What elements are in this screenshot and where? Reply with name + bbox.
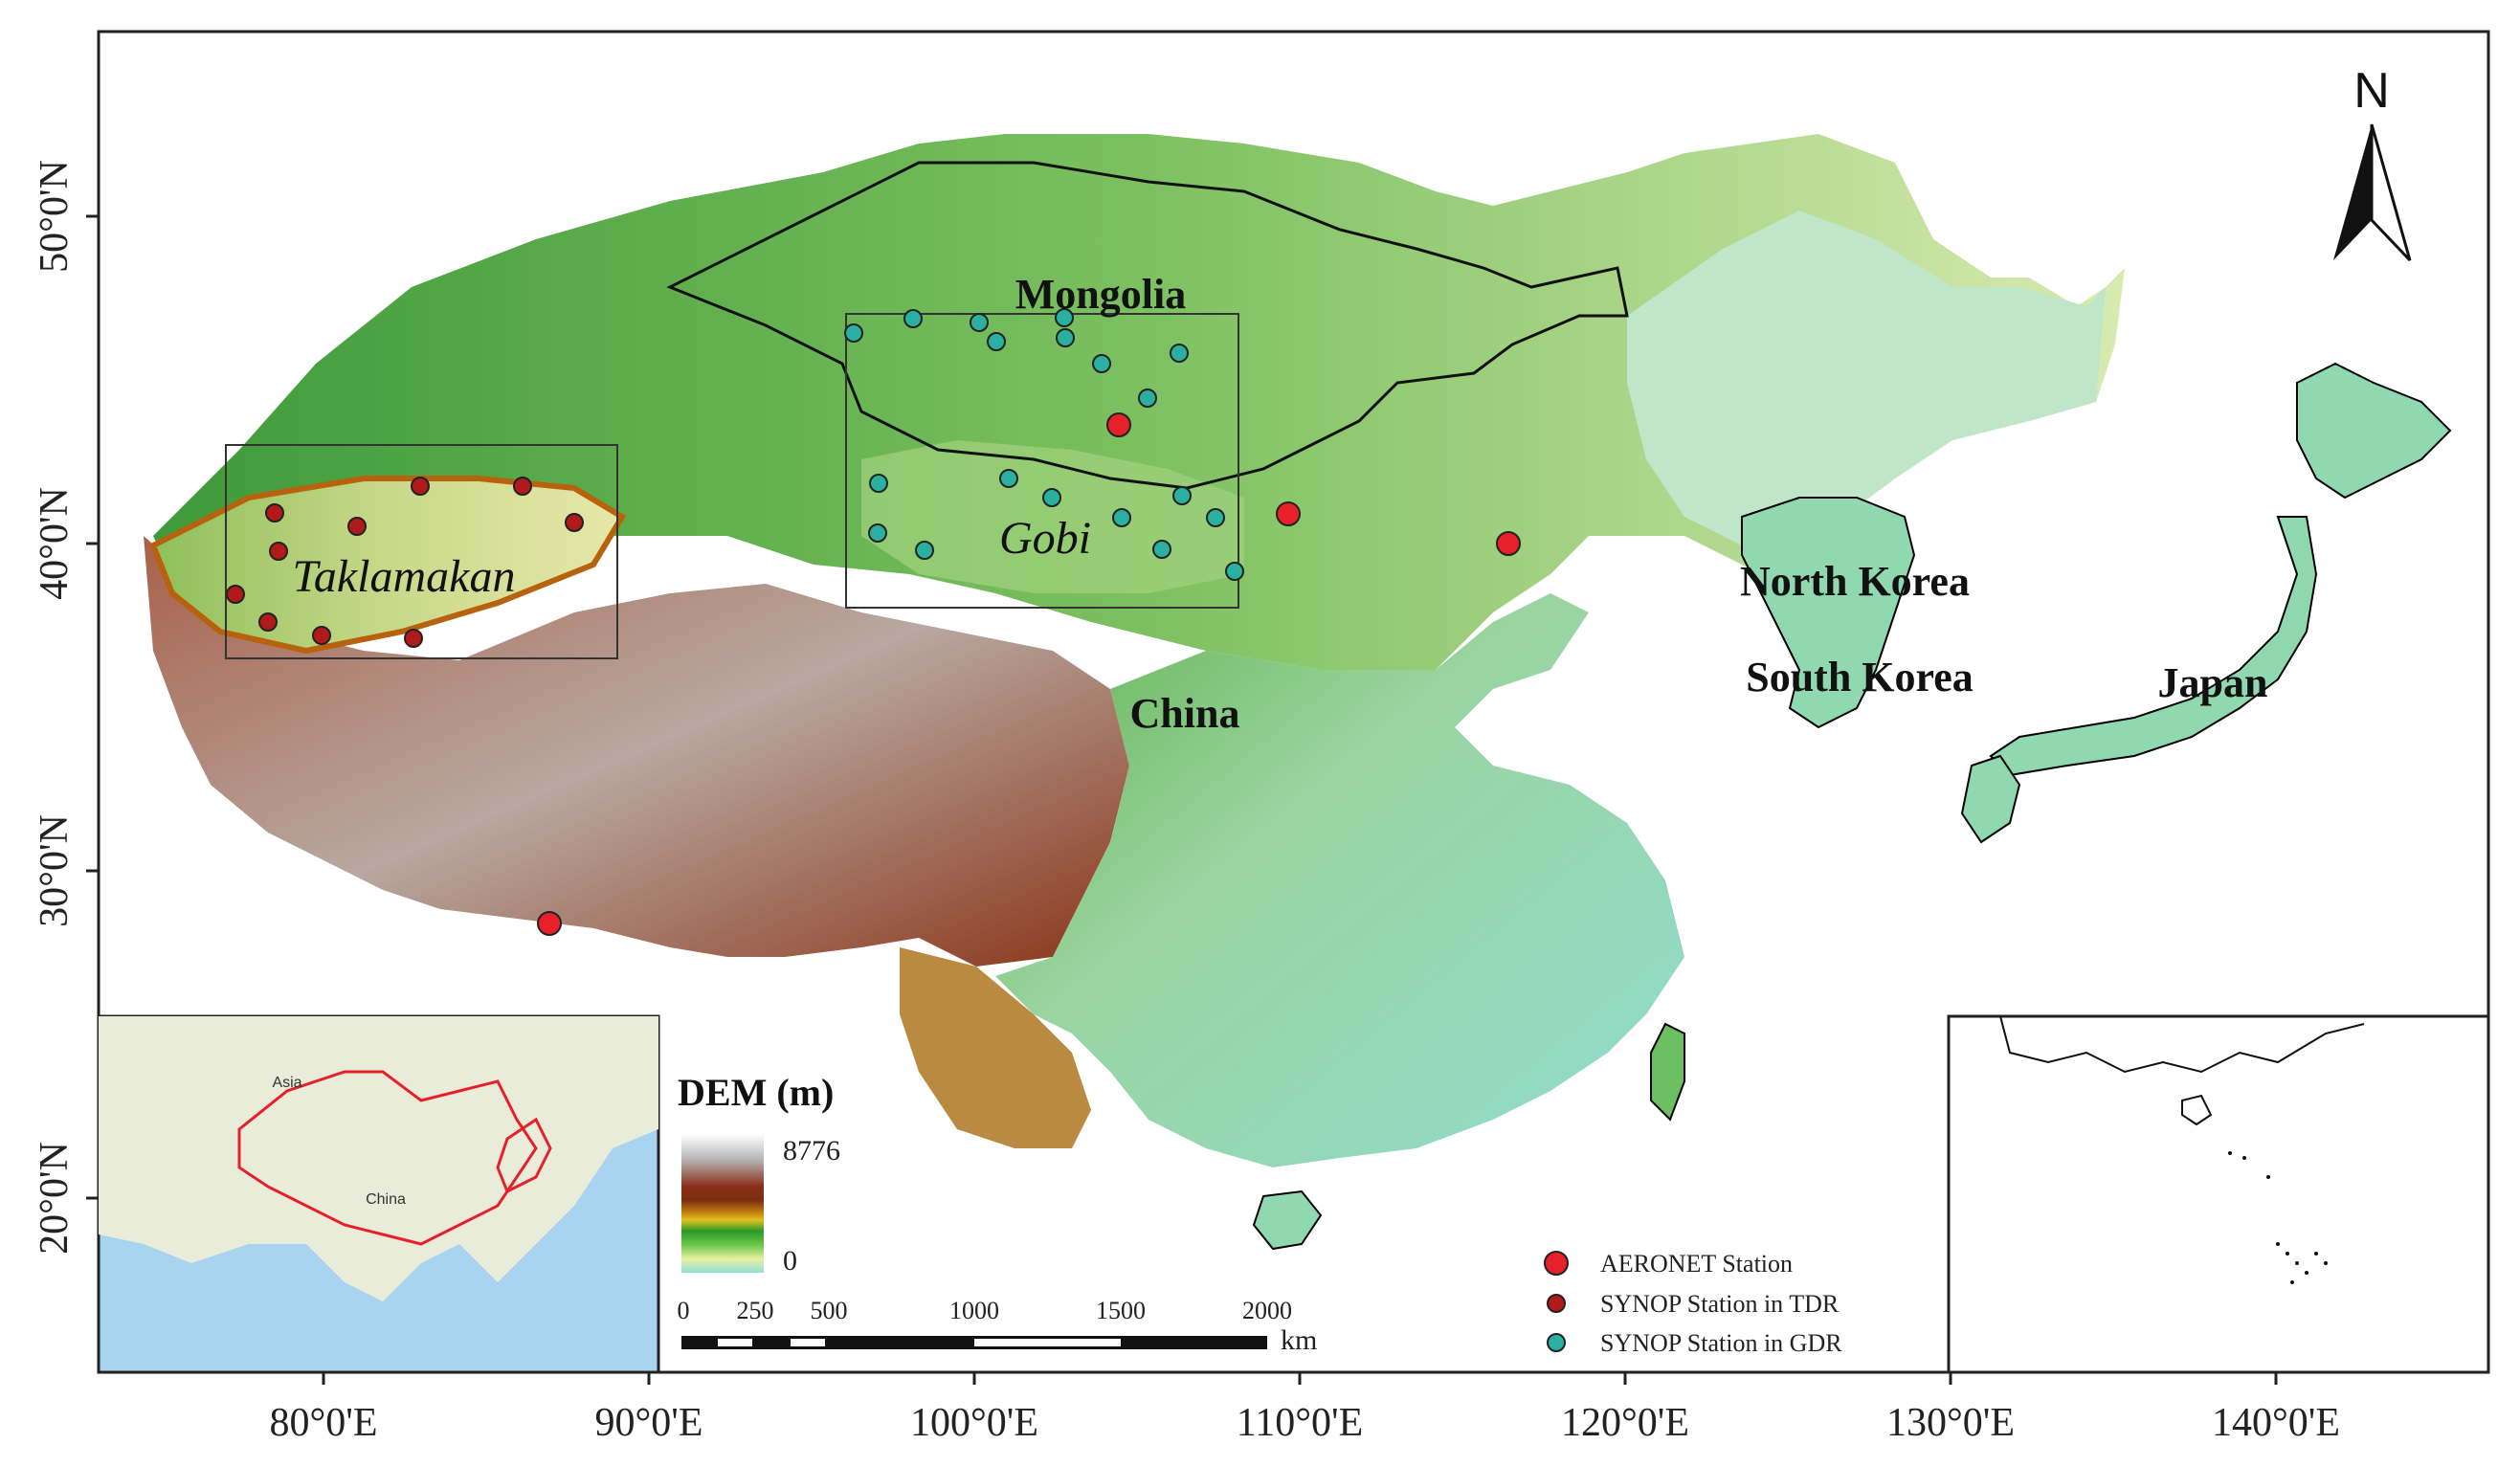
land-southeast-china xyxy=(995,593,1684,1167)
dem-legend-title: DEM (m) xyxy=(678,1071,834,1114)
station-tdr xyxy=(265,503,284,522)
station-gdr xyxy=(970,313,989,332)
station-tdr xyxy=(411,477,430,496)
station-tdr xyxy=(565,513,584,532)
land-gobi xyxy=(861,440,1244,593)
lat-label-20: 20°0'N xyxy=(33,1142,77,1255)
station-gdr xyxy=(1055,308,1074,327)
scale-label-2000: 2000 xyxy=(1242,1297,1292,1324)
scale-label-250: 250 xyxy=(737,1297,774,1324)
label-north-korea: North Korea xyxy=(1740,558,1970,605)
station-legend-item-gdr: SYNOP Station in GDR xyxy=(1600,1329,1842,1357)
station-aeronet xyxy=(1276,501,1301,526)
lat-label-30: 30°0'N xyxy=(33,814,77,927)
gobi-box xyxy=(845,313,1239,609)
station-gdr xyxy=(999,469,1018,488)
north-arrow: N xyxy=(2333,63,2412,262)
station-aeronet xyxy=(1496,531,1521,556)
station-gdr xyxy=(1112,508,1131,527)
station-gdr xyxy=(868,523,887,543)
station-gdr xyxy=(1042,488,1061,507)
north-arrow-label: N xyxy=(2353,63,2390,119)
lon-label-90: 90°0'E xyxy=(594,1401,702,1445)
station-gdr xyxy=(844,323,863,343)
station-gdr xyxy=(1225,562,1244,581)
station-aeronet xyxy=(537,911,562,936)
latitude-axis: 50°0'N 40°0'N 30°0'N 20°0'N xyxy=(33,160,99,1255)
station-aeronet xyxy=(1106,412,1131,437)
inset-asia-label: Asia xyxy=(272,1075,301,1091)
station-gdr xyxy=(869,474,888,493)
scale-label-0: 0 xyxy=(678,1297,690,1324)
dem-legend-max: 8776 xyxy=(783,1135,840,1167)
station-gdr xyxy=(1056,328,1075,347)
lon-label-110: 110°0'E xyxy=(1237,1401,1363,1445)
inset-japan-outline xyxy=(496,1117,552,1194)
station-legend-item-tdr: SYNOP Station in TDR xyxy=(1600,1290,1840,1318)
land-japan-kyushu xyxy=(1960,754,2021,844)
land-taiwan xyxy=(1650,1022,1685,1122)
station-tdr xyxy=(404,629,423,648)
station-tdr xyxy=(513,477,532,496)
label-japan: Japan xyxy=(2158,659,2268,706)
taklamakan-box xyxy=(225,444,618,659)
station-tdr xyxy=(269,542,288,561)
stations-gdr xyxy=(844,308,1244,581)
dem-legend-min: 0 xyxy=(783,1245,797,1277)
label-mongolia: Mongolia xyxy=(1015,271,1186,318)
station-tdr xyxy=(312,626,331,645)
dem-legend: DEM (m) 8776 0 xyxy=(678,1071,840,1277)
land-hainan xyxy=(1252,1189,1323,1251)
land-japan-hokkaido xyxy=(2296,362,2452,500)
lat-label-50: 50°0'N xyxy=(33,160,77,273)
inset-islands xyxy=(1947,1014,2490,1374)
scale-label-500: 500 xyxy=(811,1297,848,1324)
station-gdr xyxy=(1172,486,1192,505)
station-gdr xyxy=(987,332,1006,351)
station-legend-item-aeronet: AERONET Station xyxy=(1600,1250,1793,1278)
dem-legend-colorbar xyxy=(681,1134,764,1273)
scale-label-1000: 1000 xyxy=(949,1297,999,1324)
scale-label-1500: 1500 xyxy=(1096,1297,1146,1324)
lon-label-100: 100°0'E xyxy=(910,1401,1038,1445)
land-korea xyxy=(1741,497,1916,729)
stations-tdr xyxy=(226,477,584,648)
label-south-korea: South Korea xyxy=(1746,654,1974,700)
inset-china-label: China xyxy=(366,1191,406,1208)
scale-unit: km xyxy=(1281,1324,1317,1356)
station-gdr xyxy=(1092,354,1111,373)
scale-bar: 0 250 500 1000 1500 2000 km xyxy=(678,1297,1318,1356)
land-yunnan xyxy=(900,947,1091,1148)
station-gdr xyxy=(915,541,934,560)
station-legend: AERONET Station SYNOP Station in TDR SYN… xyxy=(1544,1250,1842,1357)
station-gdr xyxy=(1206,508,1225,527)
label-taklamakan: Taklamakan xyxy=(293,551,516,602)
north-arrow-icon xyxy=(2333,124,2372,260)
land-tibet xyxy=(144,536,1129,967)
station-tdr xyxy=(258,612,278,632)
station-gdr xyxy=(1152,540,1171,559)
lat-label-40: 40°0'N xyxy=(33,487,77,600)
label-china: China xyxy=(1130,690,1240,737)
land-taklamakan xyxy=(149,476,627,655)
land-manchuria xyxy=(1627,211,2106,555)
station-gdr xyxy=(903,309,923,328)
station-gdr xyxy=(1138,389,1157,408)
station-tdr xyxy=(226,585,245,604)
lon-label-120: 120°0'E xyxy=(1561,1401,1689,1445)
longitude-axis: 80°0'E 90°0'E 100°0'E 110°0'E 120°0'E 13… xyxy=(269,1372,2340,1445)
inset-land xyxy=(99,1016,658,1301)
border-mongolia xyxy=(666,161,1629,490)
lon-label-80: 80°0'E xyxy=(269,1401,377,1445)
inset-locator: Asia China xyxy=(97,1014,660,1374)
label-gobi: Gobi xyxy=(999,513,1091,564)
stations-aeronet xyxy=(537,412,1521,936)
inset-china-outline xyxy=(237,1070,538,1246)
lon-label-130: 130°0'E xyxy=(1886,1401,2015,1445)
station-gdr xyxy=(1170,344,1189,363)
lon-label-140: 140°0'E xyxy=(2212,1401,2340,1445)
station-tdr xyxy=(347,517,367,536)
